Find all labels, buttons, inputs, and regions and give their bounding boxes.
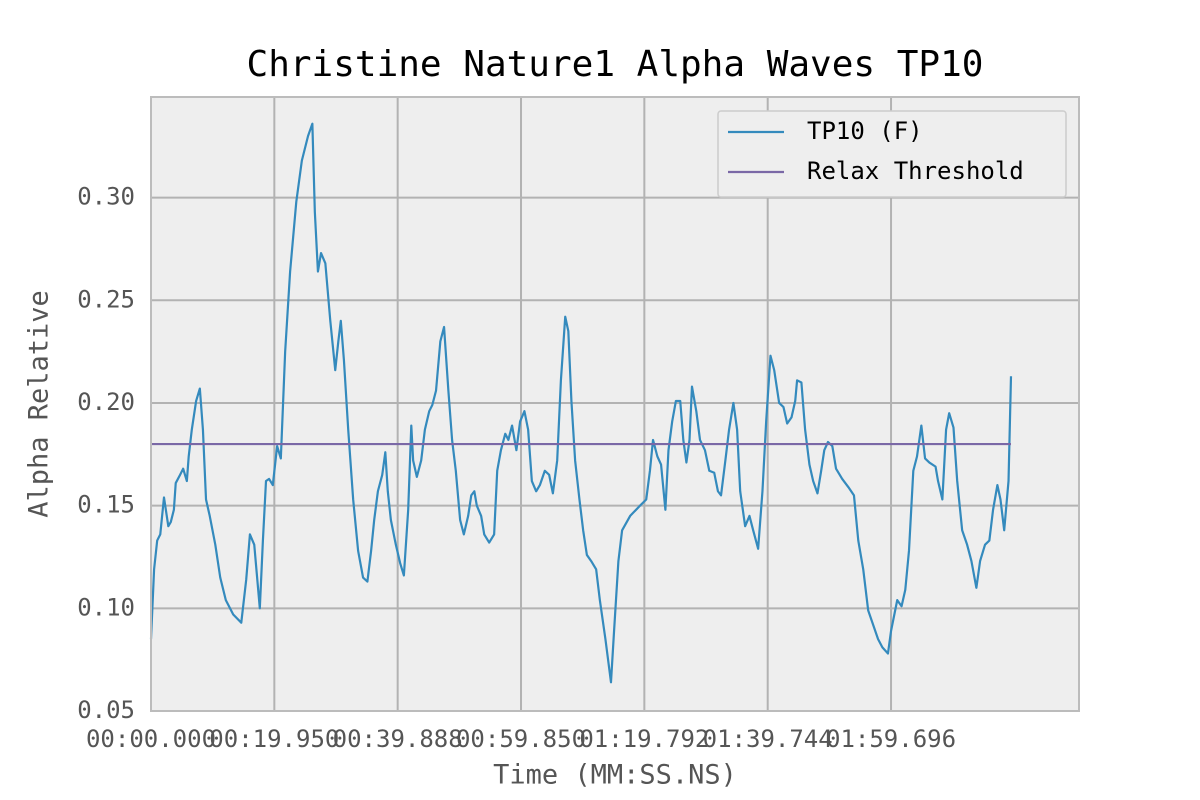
x-tick-label: 00:19.950 [209,725,339,753]
x-tick-label: 00:59.850 [456,725,586,753]
y-axis-label: Alpha Relative [24,290,55,518]
y-tick-label: 0.25 [77,285,135,313]
legend: TP10 (F) Relax Threshold [717,110,1067,198]
y-tick-label: 0.05 [77,696,135,724]
x-tick-label: 00:39.888 [333,725,463,753]
y-tick-label: 0.10 [77,593,135,621]
lines [149,122,1013,684]
x-tick-label: 00:00.000 [86,725,216,753]
y-tick-label: 0.30 [77,183,135,211]
legend-box [717,110,1067,198]
y-tick-label: 0.15 [77,491,135,519]
y-tick-label: 0.20 [77,388,135,416]
x-tick-label: 01:19.792 [579,725,709,753]
x-tick-label: 01:39.744 [703,725,833,753]
series-line [149,122,1013,684]
legend-label: TP10 (F) [807,117,923,145]
chart-title: Christine Nature1 Alpha Waves TP10 [247,44,984,85]
x-tick-label: 01:59.696 [826,725,956,753]
plot-frame [150,96,1080,712]
x-axis-label: Time (MM:SS.NS) [493,760,737,791]
legend-label: Relax Threshold [807,157,1024,185]
